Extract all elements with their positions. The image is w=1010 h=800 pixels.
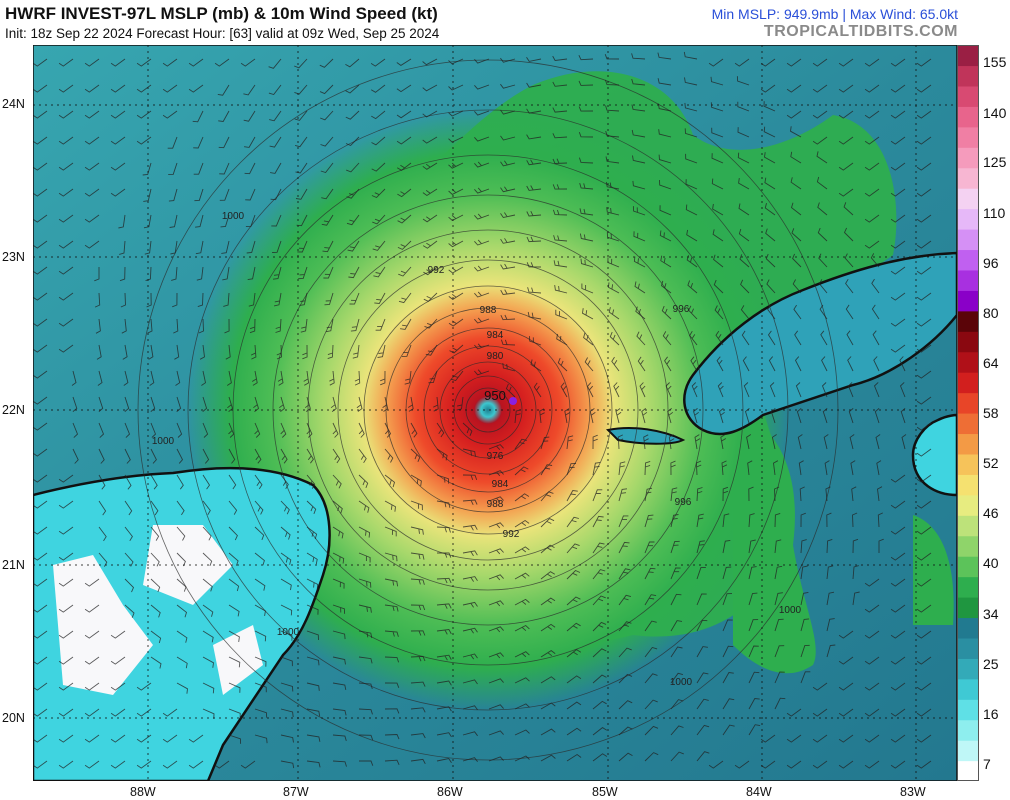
colorbar-label: 140 (983, 105, 1007, 121)
isobar-label: 1000 (152, 436, 175, 447)
isobar-label: 992 (428, 265, 445, 276)
isobar-label: 988 (487, 499, 504, 510)
brand-watermark: TROPICALTIDBITS.COM (763, 23, 958, 40)
chart-subtitle: Init: 18z Sep 22 2024 Forecast Hour: [63… (5, 26, 440, 41)
storm-stats: Min MSLP: 949.9mb | Max Wind: 65.0kt (711, 6, 958, 22)
min-pressure-label: 950 (484, 388, 506, 403)
colorbar-label: 96 (983, 255, 999, 271)
lat-label: 23N (2, 250, 25, 264)
cuba-land (683, 251, 957, 436)
colorbar-label: 80 (983, 305, 999, 321)
storm-eye (474, 396, 502, 424)
colorbar-label: 155 (983, 54, 1007, 70)
graticule (33, 45, 957, 781)
lat-label: 22N (2, 403, 25, 417)
peak-wind-marker (509, 397, 517, 405)
lon-label: 88W (130, 785, 156, 799)
colorbar (957, 45, 979, 781)
isobar-labels: 988 984 980 976 984 988 992 992 996 996 … (152, 211, 802, 688)
colorbar-label: 40 (983, 555, 999, 571)
isobar-label: 980 (487, 351, 504, 362)
isobar-label: 1000 (779, 605, 802, 616)
yucatan-land (33, 466, 331, 781)
isobar-label: 1000 (222, 211, 245, 222)
isobar-label: 984 (487, 330, 504, 341)
isobar-label: 1000 (277, 627, 300, 638)
lon-label: 85W (592, 785, 618, 799)
wind-map: 988 984 980 976 984 988 992 992 996 996 … (33, 45, 957, 781)
lat-label: 21N (2, 558, 25, 572)
colorbar-label: 125 (983, 154, 1007, 170)
chart-title: HWRF INVEST-97L MSLP (mb) & 10m Wind Spe… (5, 4, 438, 23)
colorbar-label: 58 (983, 405, 999, 421)
isobar-label: 992 (503, 529, 520, 540)
wind-barbs (33, 51, 932, 769)
yucatan-calm-area (53, 525, 263, 695)
lon-label: 84W (746, 785, 772, 799)
isobar-label: 1000 (670, 677, 693, 688)
isobar-label: 996 (675, 497, 692, 508)
isobar-label: 976 (487, 451, 504, 462)
colorbar-label: 110 (983, 205, 1006, 221)
isobar-label: 988 (480, 305, 497, 316)
isobar-label: 996 (673, 304, 690, 315)
lat-label: 20N (2, 711, 25, 725)
colorbar-label: 52 (983, 455, 999, 471)
colorbar-label: 7 (983, 756, 991, 772)
lon-label: 86W (437, 785, 463, 799)
colorbar-label: 46 (983, 505, 999, 521)
isobar-label: 984 (492, 479, 509, 490)
colorbar-label: 64 (983, 355, 999, 371)
colorbar-label: 34 (983, 606, 999, 622)
isle-of-youth (911, 413, 957, 497)
lon-label: 87W (283, 785, 309, 799)
lon-label: 83W (900, 785, 926, 799)
colorbar-label: 16 (983, 706, 999, 722)
lat-label: 24N (2, 97, 25, 111)
colorbar-label: 25 (983, 656, 999, 672)
